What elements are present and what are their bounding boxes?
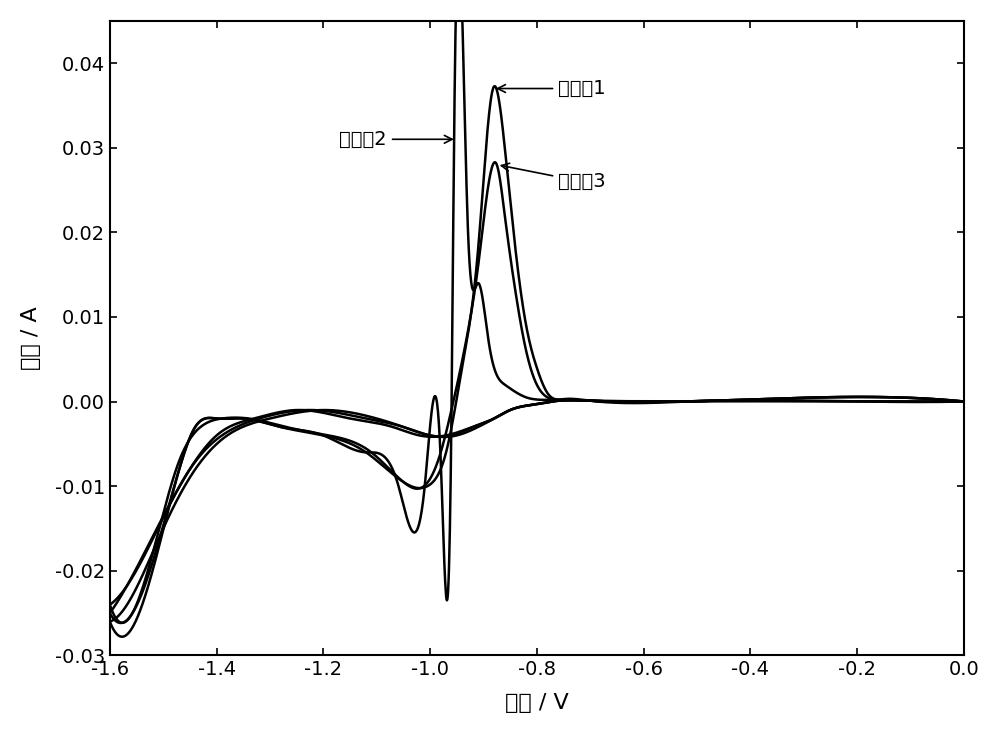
Text: 实施例3: 实施例3 <box>501 163 606 191</box>
Text: 实施例1: 实施例1 <box>498 79 606 98</box>
Text: 实施例2: 实施例2 <box>339 130 452 149</box>
Y-axis label: 电流 / A: 电流 / A <box>21 306 41 370</box>
X-axis label: 电压 / V: 电压 / V <box>505 693 569 713</box>
